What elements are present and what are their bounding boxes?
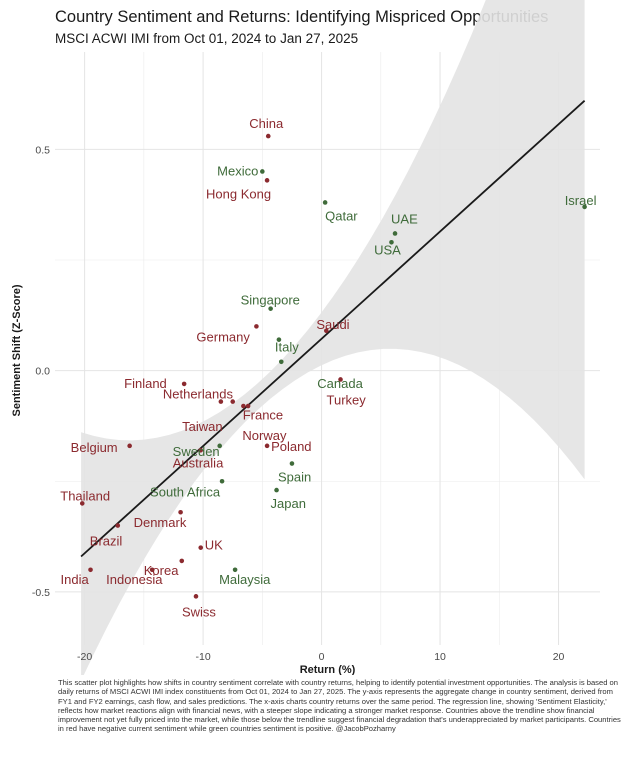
point-spain (289, 461, 295, 466)
point-label-israel: Israel (565, 193, 597, 208)
point-denmark (178, 509, 183, 515)
point-label-uk: UK (205, 538, 223, 553)
point-saudi (324, 328, 329, 334)
point-france (230, 399, 236, 404)
point-netherlands (218, 399, 224, 404)
confidence-band (81, 0, 585, 675)
point-indonesia (149, 567, 155, 573)
point-label-korea: Korea (144, 563, 179, 578)
point-label-malaysia: Malaysia (219, 572, 271, 587)
point-label-swiss: Swiss (182, 604, 216, 619)
point-label-norway: Norway (242, 428, 287, 443)
point-label-south-africa: South Africa (150, 484, 221, 499)
point-india (88, 567, 93, 573)
points (79, 133, 587, 599)
chart-caption: This scatter plot highlights how shifts … (58, 678, 621, 734)
regression-line (80, 100, 586, 558)
point-label-india: India (61, 572, 90, 587)
point-label-indonesia: Indonesia (106, 572, 163, 587)
point-finland (181, 381, 187, 387)
point-poland (264, 443, 270, 449)
y-tick-label: -0.5 (32, 587, 50, 599)
point-australia (198, 447, 204, 453)
point-canada (278, 359, 284, 365)
point-hong-kong (264, 178, 270, 183)
point-thailand (79, 501, 85, 506)
chart-subtitle: MSCI ACWI IMI from Oct 01, 2024 to Jan 2… (55, 31, 359, 46)
point-label-thailand: Thailand (60, 488, 110, 503)
point-label-uae: UAE (391, 211, 418, 226)
point-label-usa: USA (374, 242, 401, 257)
x-tick-label: -10 (196, 651, 211, 663)
point-label-sweden: Sweden (173, 444, 220, 459)
point-singapore (268, 306, 273, 311)
point-label-singapore: Singapore (241, 293, 300, 308)
point-usa (389, 239, 394, 245)
point-china (265, 133, 271, 139)
x-axis-title: Return (%) (300, 664, 356, 675)
point-korea (179, 558, 185, 564)
point-italy (276, 337, 282, 342)
point-label-qatar: Qatar (325, 208, 358, 223)
point-malaysia (232, 567, 238, 573)
point-label-denmark: Denmark (134, 515, 187, 530)
point-swiss (193, 594, 199, 599)
x-tick-label: 0 (319, 651, 325, 663)
y-tick-label: 0.0 (35, 366, 50, 378)
point-label-netherlands: Netherlands (163, 387, 234, 402)
point-label-germany: Germany (196, 329, 250, 344)
point-germany (254, 324, 259, 329)
point-label-saudi: Saudi (316, 317, 349, 332)
point-label-poland: Poland (271, 439, 311, 454)
point-label-taiwan: Taiwan (182, 419, 222, 434)
point-israel (582, 204, 587, 210)
point-label-turkey: Turkey (327, 392, 367, 407)
point-uk (198, 545, 204, 550)
point-label-mexico: Mexico (217, 163, 258, 178)
point-belgium (127, 443, 132, 449)
point-mexico (260, 169, 265, 174)
point-labels: China Mexico Hong Kong Qatar Israel UAE USA Sin… (60, 116, 596, 619)
y-tick-label: 0.5 (35, 144, 50, 156)
point-label-france: France (243, 408, 283, 423)
point-uae (392, 231, 398, 236)
point-label-belgium: Belgium (71, 440, 118, 455)
point-label-japan: Japan (271, 496, 306, 511)
point-qatar (322, 200, 328, 205)
point-turkey (338, 377, 343, 382)
point-label-brazil: Brazil (90, 534, 123, 549)
point-brazil (115, 523, 121, 528)
x-tick-label: -20 (77, 651, 92, 663)
point-label-hong-kong: Hong Kong (206, 186, 271, 201)
point-label-finland: Finland (124, 376, 167, 391)
point-taiwan (245, 403, 251, 409)
point-label-china: China (249, 116, 284, 131)
point-label-italy: Italy (275, 340, 299, 355)
x-tick-label: 10 (434, 651, 446, 663)
point-label-spain: Spain (278, 470, 311, 485)
point-sweden (217, 443, 222, 449)
point-label-canada: Canada (317, 376, 363, 391)
y-axis-title: Sentiment Shift (Z-Score) (11, 284, 23, 416)
tick-labels: -20 -10 0 10 20 -0.5 0.0 0.5 (32, 144, 565, 663)
x-tick-label: 20 (553, 651, 565, 663)
point-south-africa (219, 478, 225, 484)
point-label-australia: Australia (173, 455, 224, 470)
scatter-chart: China Mexico Hong Kong Qatar Israel UAE USA Sin… (11, 0, 600, 675)
chart-title: Country Sentiment and Returns: Identifyi… (55, 8, 549, 26)
point-japan (274, 487, 279, 493)
point-norway (241, 403, 246, 409)
